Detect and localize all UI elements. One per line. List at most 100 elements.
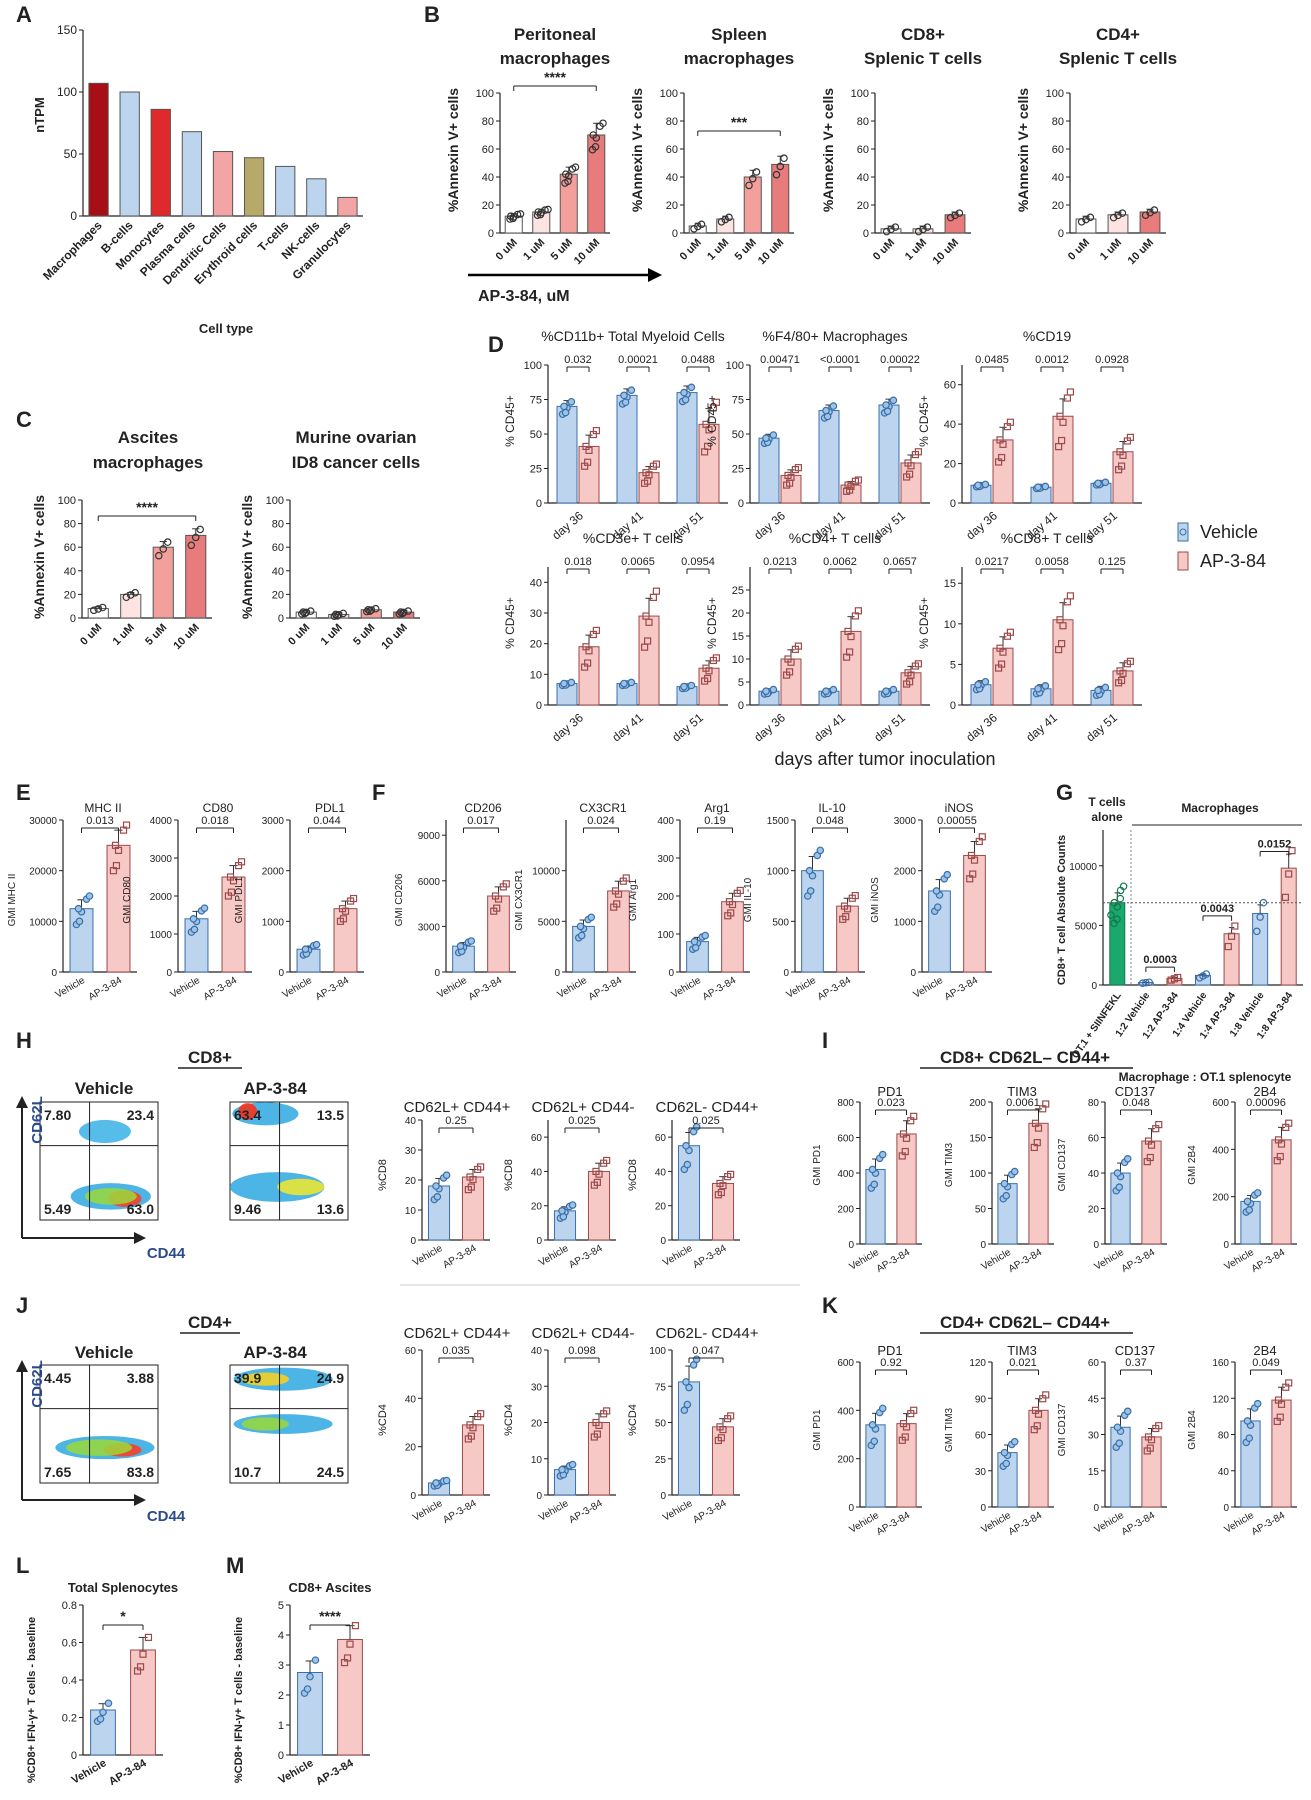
data-point	[306, 1672, 314, 1681]
x-tick-label: Vehicle	[785, 975, 819, 1001]
data-point	[784, 471, 792, 479]
data-point	[338, 905, 347, 913]
bar-3	[1052, 415, 1074, 504]
data-point	[721, 215, 730, 224]
y-tick-label: 1	[278, 1720, 284, 1732]
x-tick-label: AP-3-84	[202, 975, 240, 1003]
data-point	[712, 398, 721, 406]
data-point	[919, 225, 927, 234]
flow-density-blob	[241, 1372, 289, 1386]
y-tick-label: 100	[57, 85, 77, 99]
data-point	[564, 177, 572, 186]
data-point	[583, 659, 592, 667]
panel-letter-g: G	[1056, 780, 1073, 805]
data-point	[227, 888, 236, 896]
p-value-label: 0.098	[568, 1345, 596, 1357]
x-tick-label: day 51	[1083, 710, 1120, 744]
y-tick-label: 20	[944, 459, 956, 471]
y-tick-label: 1000	[894, 917, 917, 928]
data-point	[126, 591, 135, 599]
subplot-title: CX3CR1	[579, 801, 627, 815]
data-point	[1031, 1406, 1040, 1414]
data-point	[780, 154, 788, 163]
data-point	[914, 448, 923, 456]
data-point	[785, 479, 794, 487]
data-point	[589, 131, 598, 139]
y-tick-label: 3	[278, 1660, 284, 1672]
bar-3	[1052, 619, 1074, 706]
subplot-title: %CD4+ T cells	[789, 530, 881, 546]
data-point	[701, 931, 710, 940]
x-tick-label: day 36	[963, 710, 1000, 744]
data-point	[196, 525, 204, 534]
x-tick-label: 0 uM	[871, 237, 897, 263]
y-tick-label: 100	[58, 495, 76, 507]
bar-2	[818, 410, 840, 504]
data-point	[785, 668, 794, 676]
sample-label: AP-3-84	[243, 1079, 307, 1098]
bar-4	[676, 392, 698, 504]
data-point	[955, 209, 964, 217]
data-point	[1101, 683, 1110, 692]
data-point	[642, 612, 650, 620]
panel-letter-c: C	[16, 407, 32, 432]
bar-1	[1271, 1139, 1292, 1245]
data-point	[712, 654, 721, 662]
data-point	[237, 858, 246, 866]
bar-4	[1223, 933, 1240, 986]
data-point	[513, 210, 522, 219]
y-axis-title: %CD4	[377, 1404, 389, 1436]
y-tick-label: 0	[488, 228, 494, 240]
sample-label: AP-3-84	[243, 1343, 307, 1362]
y-tick-label: 30	[1088, 1431, 1100, 1442]
data-point	[748, 174, 757, 183]
data-point	[477, 1163, 485, 1171]
flow-density-blob	[84, 1188, 137, 1205]
y-tick-label: 80	[857, 116, 869, 128]
data-point	[717, 1188, 725, 1197]
y-axis-title: GMI CD80	[122, 876, 133, 924]
subplot-title: Splenic T cells	[1059, 49, 1177, 68]
y-tick-label: 40	[531, 1167, 543, 1178]
x-tick-label: Vehicle	[661, 1243, 695, 1269]
data-point	[745, 181, 753, 190]
x-tick-label: AP-3-84	[1007, 1247, 1045, 1275]
data-point	[725, 898, 734, 906]
data-point	[685, 1383, 693, 1392]
panel-letter-i: I	[822, 1028, 828, 1053]
data-point	[1288, 847, 1296, 855]
data-point	[844, 627, 852, 636]
y-tick-label: 100	[524, 360, 542, 372]
data-point	[1042, 1100, 1050, 1108]
data-point	[1031, 1119, 1040, 1127]
data-point	[599, 119, 607, 128]
bar-1	[1028, 1122, 1049, 1245]
y-tick-label: 9000	[418, 831, 441, 842]
y-tick-label: 60	[655, 1133, 667, 1144]
y-tick-label: 75	[530, 395, 542, 407]
data-point	[577, 931, 586, 940]
bar-1	[1028, 1409, 1049, 1508]
data-point	[752, 168, 761, 176]
data-point	[1117, 462, 1126, 470]
p-value-label: 0.023	[877, 1097, 905, 1109]
subplot-title: macrophages	[684, 49, 795, 68]
p-value-label: 0.013	[86, 815, 114, 827]
data-point	[996, 644, 1004, 652]
y-tick-label: 60	[482, 144, 494, 156]
bar-Dendritic Cells	[212, 151, 234, 217]
data-point	[592, 426, 601, 435]
data-point	[1202, 970, 1211, 978]
data-point	[1243, 1197, 1252, 1206]
data-point	[967, 851, 976, 860]
data-point	[690, 225, 698, 233]
y-tick-label: 0	[278, 613, 284, 625]
panel-letter-k: K	[822, 1293, 838, 1318]
data-point	[191, 533, 200, 542]
bar-3	[638, 615, 660, 706]
data-point	[1063, 598, 1072, 606]
data-point	[561, 170, 570, 179]
data-point	[829, 685, 838, 694]
y-tick-label: 30	[975, 1467, 987, 1478]
data-point	[1082, 215, 1090, 224]
